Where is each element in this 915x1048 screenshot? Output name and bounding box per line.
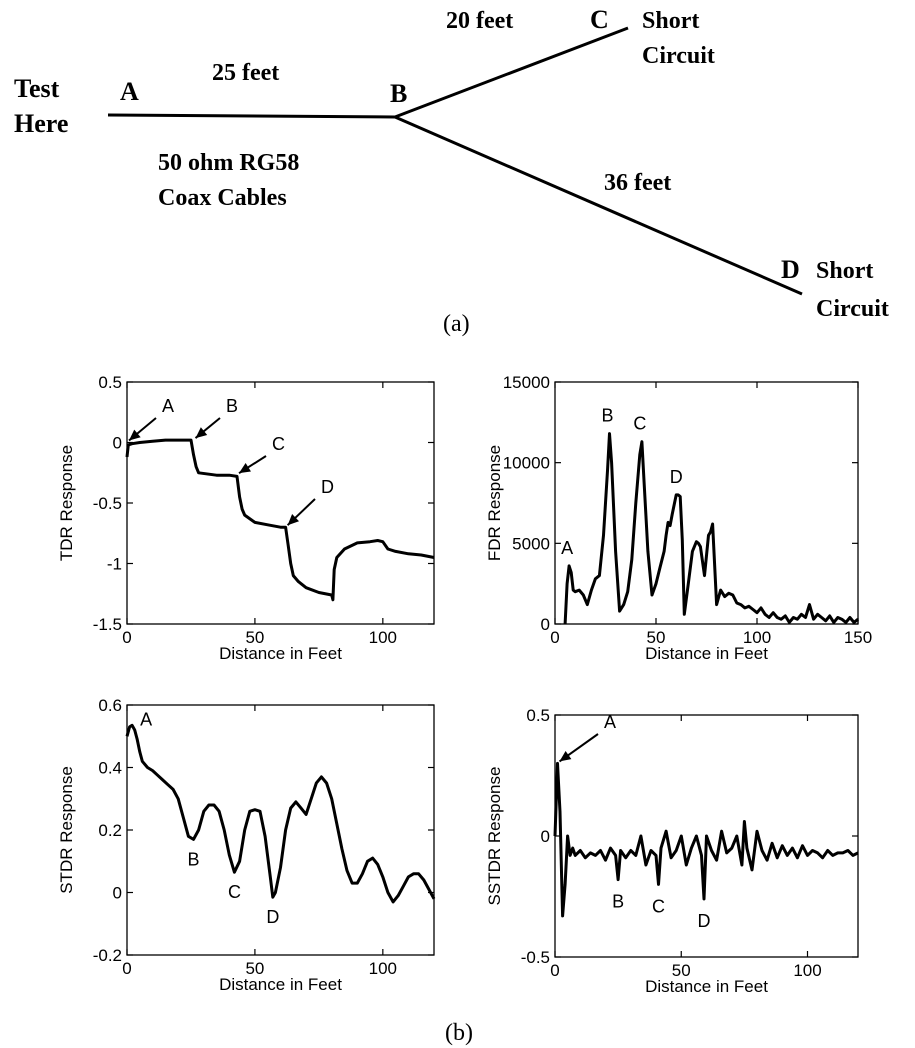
cable-segment-ab	[107, 113, 396, 119]
tdr-anno-arrow-a-head	[129, 429, 141, 441]
fdr-anno-label-b: B	[602, 406, 614, 426]
sstdr-series-line	[553, 761, 859, 918]
cable-label-line1: 50 ohm RG58	[158, 150, 299, 176]
fdr-xtick-label: 50	[647, 628, 666, 647]
tdr-plot-frame	[126, 381, 435, 625]
sstdr-xtick-label: 50	[672, 961, 691, 980]
sstdr-xtick-label: 0	[550, 961, 559, 980]
tdr-ytick-label: -1.5	[93, 615, 122, 634]
fdr-anno-label-d: D	[670, 467, 683, 487]
segment-ab-length: 25 feet	[212, 60, 279, 86]
tdr-xtick-label: 100	[369, 628, 397, 647]
stdr-xlabel: Distance in Feet	[219, 975, 342, 994]
caption-a: (a)	[443, 311, 470, 337]
fdr-series-line	[563, 432, 859, 625]
tdr-anno-arrow-c-head	[239, 463, 251, 474]
fdr-ytick-label: 5000	[512, 534, 550, 553]
fdr-anno-label-c: C	[633, 414, 646, 434]
stdr-anno-label-b: B	[188, 849, 200, 869]
tdr-anno-label-a: A	[162, 396, 174, 416]
tdr-chart: 0 50 100 -1.5 -1 -0.5 0 0.5 Distance in Feet TDR …	[57, 373, 435, 663]
fdr-xlabel: Distance in Feet	[645, 644, 768, 663]
c-end-label-line2: Circuit	[642, 43, 715, 69]
stdr-plot-frame	[126, 704, 435, 956]
tdr-ytick-label: -1	[107, 555, 122, 574]
sstdr-anno-label-b: B	[612, 892, 624, 912]
segment-bc-length: 20 feet	[446, 8, 513, 34]
stdr-xtick-label: 50	[245, 959, 264, 978]
stdr-series-line	[125, 723, 436, 904]
node-d-label: D	[781, 255, 800, 284]
tdr-anno-label-d: D	[321, 477, 334, 497]
tdr-ytick-label: -0.5	[93, 494, 122, 513]
stdr-anno-label-c: C	[228, 882, 241, 902]
tdr-ytick-label: 0	[113, 434, 122, 453]
sstdr-ylabel: SSTDR Response	[485, 767, 504, 906]
stdr-anno-label-d: D	[266, 907, 279, 927]
fdr-ylabel: FDR Response	[485, 445, 504, 561]
stdr-ytick-label: 0	[113, 884, 122, 903]
stdr-ytick-label: -0.2	[93, 946, 122, 965]
d-end-label-line2: Circuit	[816, 296, 889, 322]
tdr-anno-label-c: C	[272, 434, 285, 454]
d-end-label-line1: Short	[816, 258, 873, 284]
stdr-ytick-label: 0.4	[98, 759, 122, 778]
fdr-ytick-label: 10000	[503, 454, 550, 473]
fdr-plot-frame	[554, 381, 859, 625]
tdr-xtick-label: 50	[245, 628, 264, 647]
sstdr-anno-label-c: C	[652, 896, 665, 916]
sstdr-xlabel: Distance in Feet	[645, 977, 768, 996]
c-end-label-line1: Short	[642, 8, 699, 34]
fdr-chart: 0 50 100 150 0 5000 10000 15000 Distance in Feet…	[485, 373, 872, 663]
cable-segment-bd	[394, 115, 803, 296]
sstdr-anno-label-a: A	[604, 712, 616, 732]
stdr-anno-label-a: A	[140, 709, 152, 729]
fdr-ytick-label: 15000	[503, 373, 550, 392]
segment-bd-length: 36 feet	[604, 170, 671, 196]
sstdr-anno-label-d: D	[697, 911, 710, 931]
stdr-ytick-label: 0.6	[98, 696, 122, 715]
tdr-ytick-label: 0.5	[98, 373, 122, 392]
stdr-xtick-label: 0	[122, 959, 131, 978]
test-label-line1: Test	[14, 74, 60, 103]
fdr-xtick-label: 150	[844, 628, 872, 647]
tdr-xtick-label: 0	[122, 628, 131, 647]
sstdr-anno-arrow-a-head	[559, 750, 572, 762]
cable-segment-bc	[394, 26, 629, 119]
stdr-xtick-label: 100	[369, 959, 397, 978]
tdr-anno-arrow-d-head	[287, 513, 300, 526]
fdr-xtick-label: 0	[550, 628, 559, 647]
tdr-anno-label-b: B	[226, 396, 238, 416]
node-c-label: C	[590, 5, 609, 34]
network-diagram: Test Here A 25 feet B 20 feet C Short Ci…	[14, 5, 889, 337]
node-a-label: A	[120, 77, 139, 106]
sstdr-xtick-label: 100	[793, 961, 821, 980]
sstdr-ytick-label: 0	[541, 827, 550, 846]
tdr-ylabel: TDR Response	[57, 445, 76, 561]
tdr-series-line	[125, 438, 435, 602]
sstdr-ytick-label: -0.5	[521, 948, 550, 967]
sstdr-ytick-label: 0.5	[526, 706, 550, 725]
tdr-xlabel: Distance in Feet	[219, 644, 342, 663]
tdr-anno-arrow-b-head	[195, 427, 208, 439]
fdr-anno-label-a: A	[561, 538, 573, 558]
stdr-ylabel: STDR Response	[57, 766, 76, 894]
node-b-label: B	[390, 79, 407, 108]
fdr-xtick-label: 100	[743, 628, 771, 647]
test-label-line2: Here	[14, 109, 68, 138]
stdr-ytick-label: 0.2	[98, 821, 122, 840]
cable-label-line2: Coax Cables	[158, 185, 287, 211]
caption-b: (b)	[445, 1020, 473, 1046]
fdr-ytick-label: 0	[541, 615, 550, 634]
